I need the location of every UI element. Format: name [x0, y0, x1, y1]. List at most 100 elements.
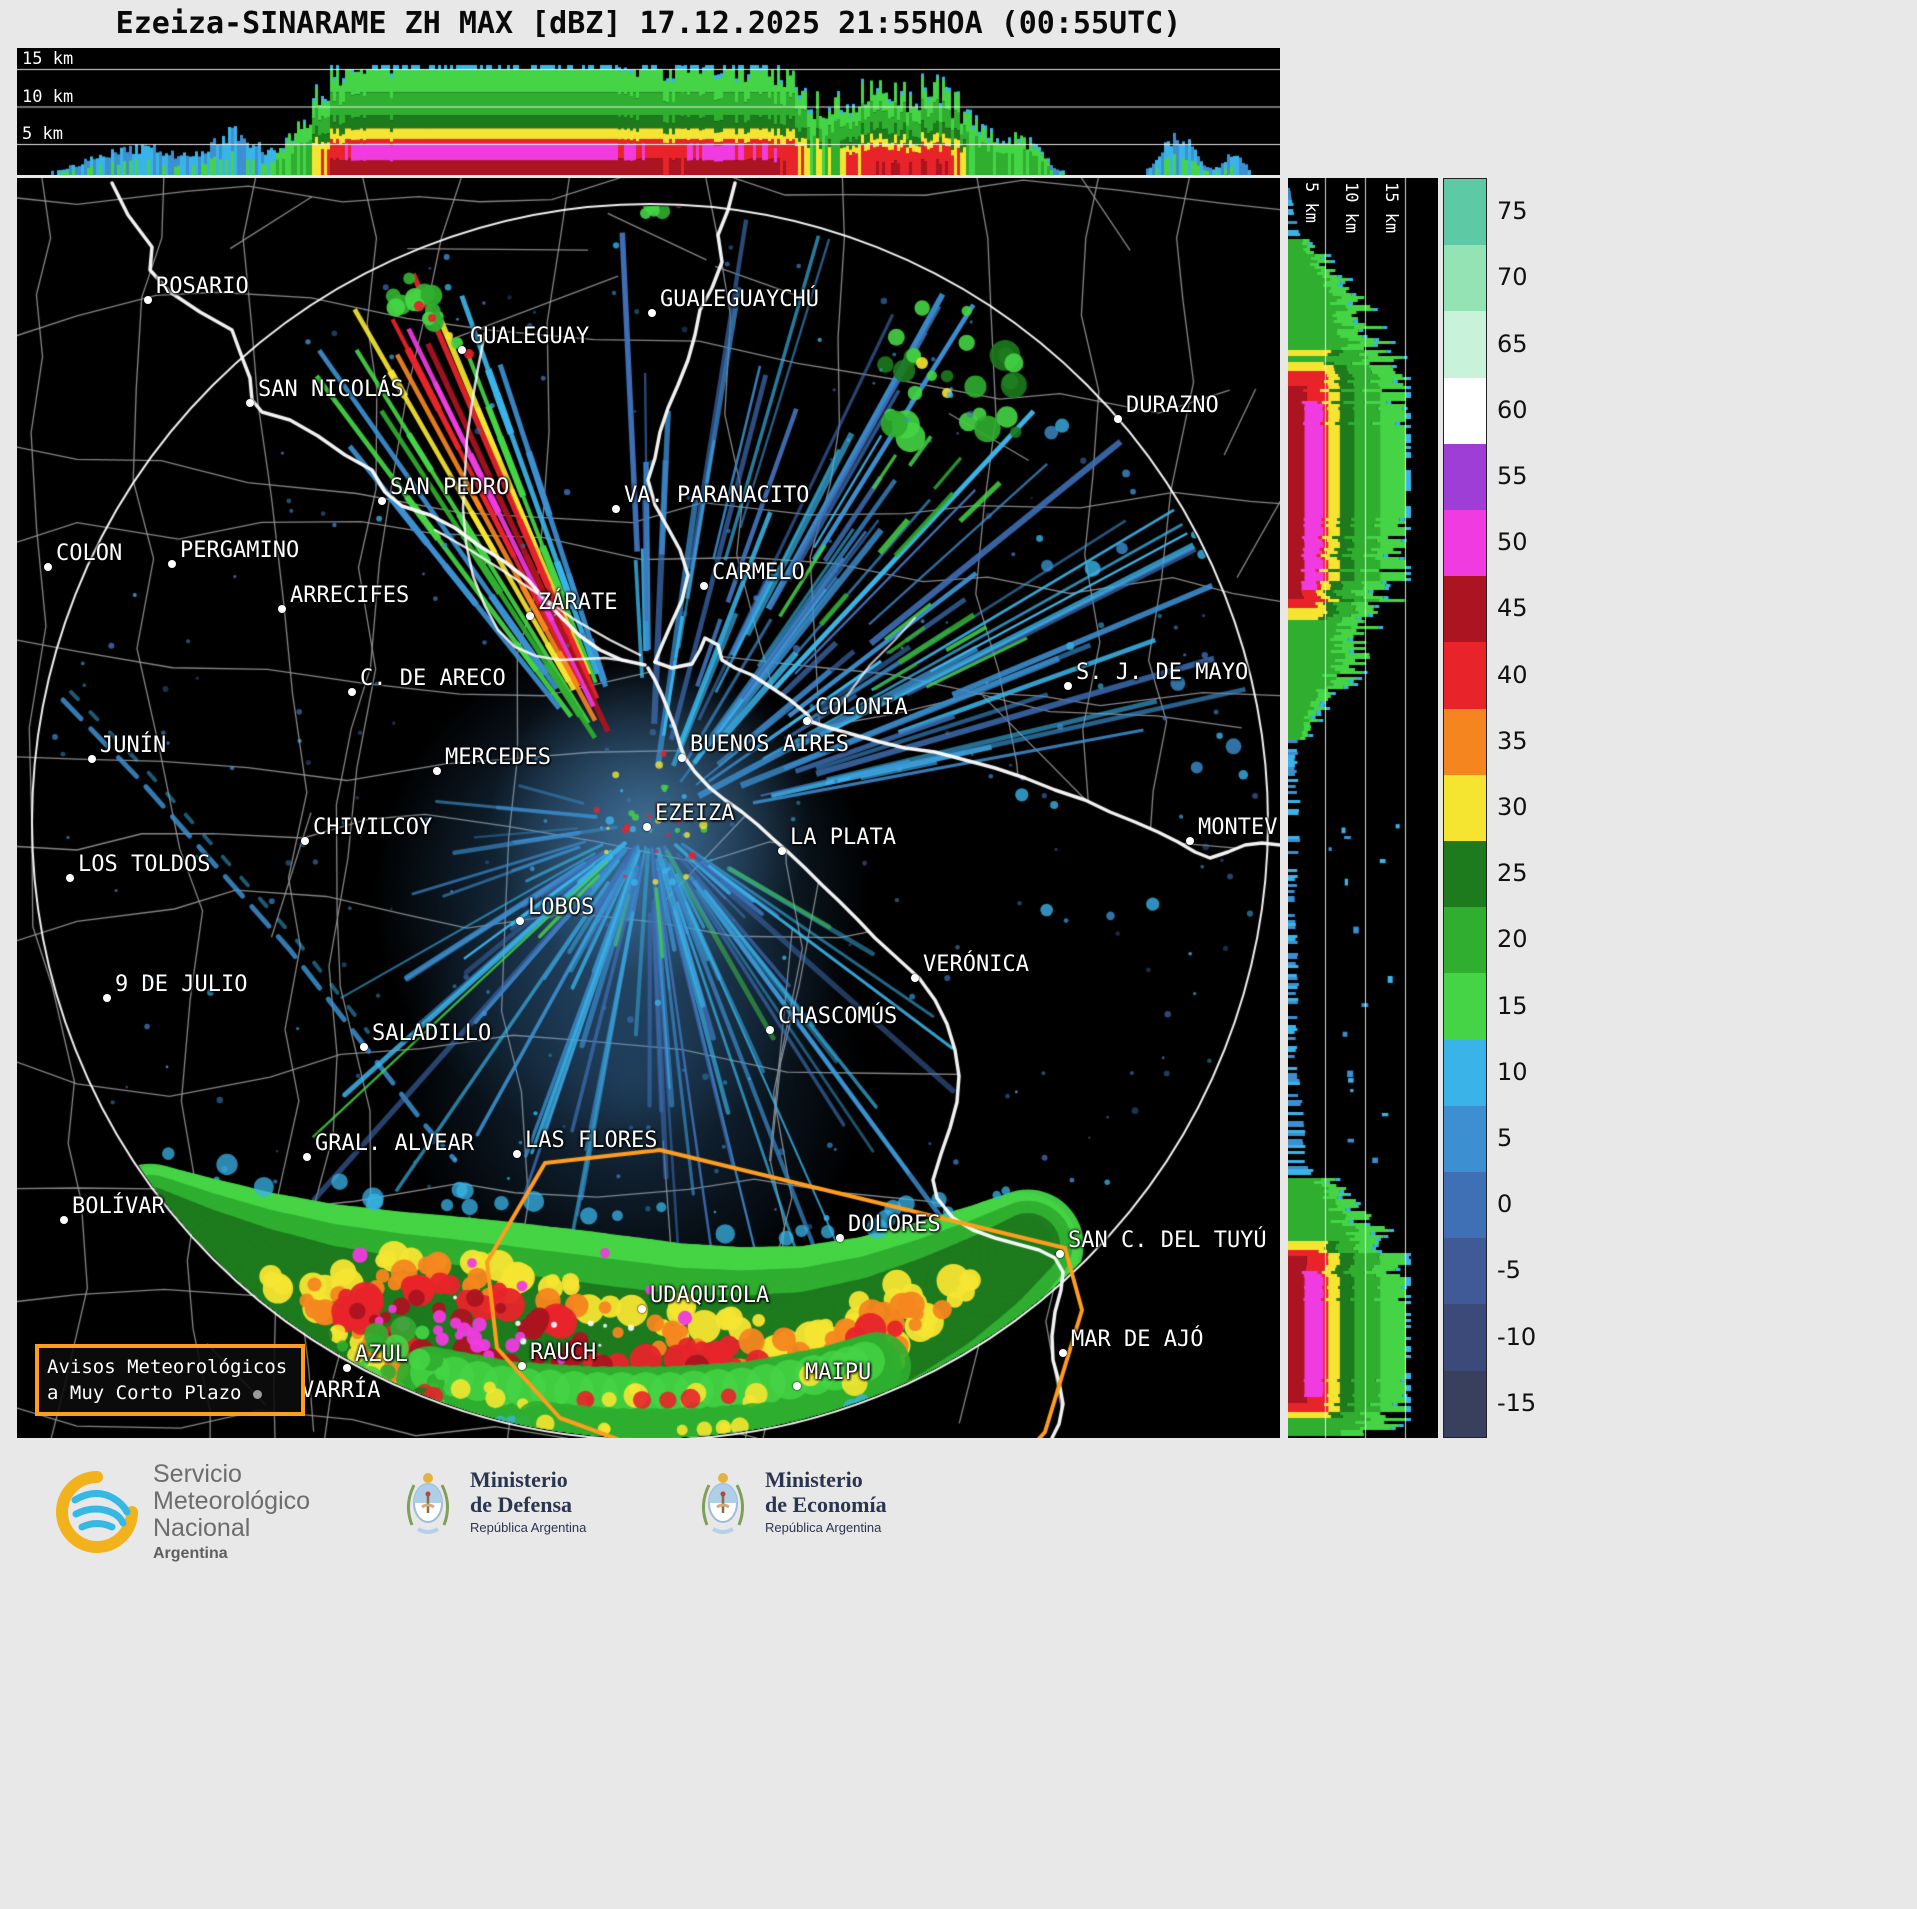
- colorbar-tick-label: 55: [1497, 461, 1528, 490]
- city-label-montev: MONTEV: [1198, 815, 1278, 840]
- city-label-bol-var: BOLÍVAR: [72, 1194, 165, 1219]
- colorbar-segment: [1444, 510, 1486, 577]
- city-label-varr-a: VARRÍA: [301, 1378, 381, 1403]
- colorbar-tick-label: 10: [1497, 1057, 1528, 1086]
- colorbar-segment: [1444, 1370, 1486, 1437]
- colorbar-segment: [1444, 443, 1486, 511]
- city-label-9-de-julio: 9 DE JULIO: [115, 972, 248, 997]
- colorbar-segment: [1444, 576, 1486, 643]
- height-label: 5 km: [1301, 182, 1321, 223]
- smn-name-line3: Nacional: [153, 1514, 251, 1542]
- coat-of-arms-icon: [407, 1473, 449, 1534]
- colorbar-tick-label: 35: [1497, 726, 1528, 755]
- ministerio-defensa-logo: Ministerio de Defensa República Argentin…: [400, 1467, 586, 1535]
- colorbar-segment: [1444, 1039, 1486, 1106]
- ministerio-line1: Ministerio: [765, 1467, 863, 1492]
- ministerio-economia-logo: Ministerio de Economía República Argenti…: [695, 1467, 887, 1535]
- colorbar: 75 70 65 60 55 50 45 40 35 30 25 20 15 10 5 0 -5 -10 -15: [1443, 178, 1603, 1438]
- colorbar-segment: [1444, 973, 1486, 1040]
- height-label: 10 km: [22, 87, 74, 107]
- city-label-durazno: DURAZNO: [1126, 393, 1219, 418]
- colorbar-tick-label: -5: [1497, 1256, 1521, 1285]
- city-label-san-pedro: SAN PEDRO: [390, 475, 510, 500]
- city-label-z-rate: ZÁRATE: [538, 590, 618, 615]
- ministerio-economia-text: Ministerio de Economía República Argenti…: [765, 1467, 887, 1535]
- colorbar-segment: [1444, 642, 1486, 709]
- city-dot-pergamino: [168, 560, 176, 568]
- city-dot-mar-de-aj-: [1059, 1349, 1067, 1357]
- city-dot-san-nicol-s: [246, 399, 254, 407]
- city-label-gualeguay: GUALEGUAY: [470, 324, 590, 349]
- colorbar-segment: [1444, 841, 1486, 908]
- colorbar-tick-label: 5: [1497, 1124, 1513, 1153]
- cross-section-top-canvas: [17, 48, 1280, 175]
- colorbar-segment: [1444, 1304, 1486, 1371]
- colorbar-tick-label: 15: [1497, 991, 1528, 1020]
- city-label-c-de-areco: C. DE ARECO: [360, 666, 506, 691]
- city-label-maipu: MAIPU: [805, 1360, 872, 1385]
- city-label-lobos: LOBOS: [528, 895, 595, 920]
- city-dot-jun-n: [88, 755, 96, 763]
- height-label: 5 km: [22, 124, 63, 144]
- city-label-colon: COLON: [56, 541, 123, 566]
- city-label-chascom-s: CHASCOMÚS: [778, 1004, 898, 1029]
- city-label-colonia: COLONIA: [815, 695, 908, 720]
- colorbar-segment: [1444, 245, 1486, 312]
- city-label-los-toldos: LOS TOLDOS: [78, 852, 211, 877]
- city-dot-la-plata: [778, 847, 786, 855]
- warning-box-line2: a Muy Corto Plazo: [47, 1380, 293, 1406]
- city-dot-udaquiola: [638, 1305, 646, 1313]
- city-label-gualeguaych-: GUALEGUAYCHÚ: [660, 287, 819, 312]
- colorbar-tick-label: 50: [1497, 528, 1528, 557]
- colorbar-strip: [1443, 178, 1487, 1438]
- city-dot-z-rate: [526, 612, 534, 620]
- city-label-dolores: DOLORES: [848, 1212, 941, 1237]
- city-label-azul: AZUL: [355, 1342, 408, 1367]
- colorbar-segment: [1444, 774, 1486, 842]
- city-label-san-c-del-tuy-: SAN C. DEL TUYÚ: [1068, 1228, 1267, 1253]
- city-dot-colonia: [803, 717, 811, 725]
- height-label: 15 km: [22, 49, 74, 69]
- ministerio-sub: República Argentina: [765, 1520, 882, 1535]
- city-dot-lobos: [516, 917, 524, 925]
- city-dot-san-c-del-tuy-: [1056, 1250, 1064, 1258]
- city-dot-buenos-aires: [678, 754, 686, 762]
- city-label-gral-alvear: GRAL. ALVEAR: [315, 1131, 474, 1156]
- city-dot-ezeiza: [643, 823, 651, 831]
- height-label: 10 km: [1341, 182, 1361, 234]
- city-label-la-plata: LA PLATA: [790, 825, 896, 850]
- radar-map-canvas: [17, 178, 1280, 1438]
- height-label: 15 km: [1381, 182, 1401, 234]
- ministerio-sub: República Argentina: [470, 1520, 587, 1535]
- coat-of-arms-icon: [702, 1473, 744, 1534]
- colorbar-tick-label: 75: [1497, 197, 1528, 226]
- city-label-udaquiola: UDAQUIOLA: [650, 1283, 770, 1308]
- colorbar-tick-label: 40: [1497, 660, 1528, 689]
- ministerio-line2: de Economía: [765, 1492, 887, 1517]
- colorbar-tick-label: 25: [1497, 859, 1528, 888]
- colorbar-tick-label: 60: [1497, 395, 1528, 424]
- cross-section-right-canvas: [1288, 178, 1438, 1438]
- city-label-pergamino: PERGAMINO: [180, 538, 300, 563]
- colorbar-tick-label: 20: [1497, 925, 1528, 954]
- city-label-jun-n: JUNÍN: [100, 733, 167, 758]
- city-dot-rosario: [144, 296, 152, 304]
- smn-name-line2: Meteorológico: [153, 1487, 311, 1515]
- city-dot-chascom-s: [766, 1026, 774, 1034]
- city-dot-mercedes: [433, 767, 441, 775]
- city-dot-saladillo: [360, 1043, 368, 1051]
- smn-logo: Servicio Meteorológico Nacional Argentin…: [55, 1461, 310, 1563]
- city-label-mar-de-aj-: MAR DE AJÓ: [1071, 1327, 1204, 1352]
- city-dot-chivilcoy: [301, 837, 309, 845]
- radar-map-panel: ROSARIO GUALEGUAYCHÚ GUALEGUAY SAN NICOLÁS D…: [17, 178, 1280, 1438]
- colorbar-tick-label: 30: [1497, 793, 1528, 821]
- city-dot-s-j-de-mayo: [1064, 682, 1072, 690]
- warning-box-line1: Avisos Meteorológicos: [47, 1356, 288, 1378]
- smn-swirl-icon: [56, 1471, 138, 1553]
- city-dot-ver-nica: [911, 974, 919, 982]
- colorbar-segment: [1444, 1105, 1486, 1173]
- city-label-las-flores: LAS FLORES: [525, 1128, 658, 1153]
- colorbar-segment: [1444, 907, 1486, 974]
- smn-name-line1: Servicio: [153, 1460, 242, 1488]
- colorbar-segment: [1444, 708, 1486, 775]
